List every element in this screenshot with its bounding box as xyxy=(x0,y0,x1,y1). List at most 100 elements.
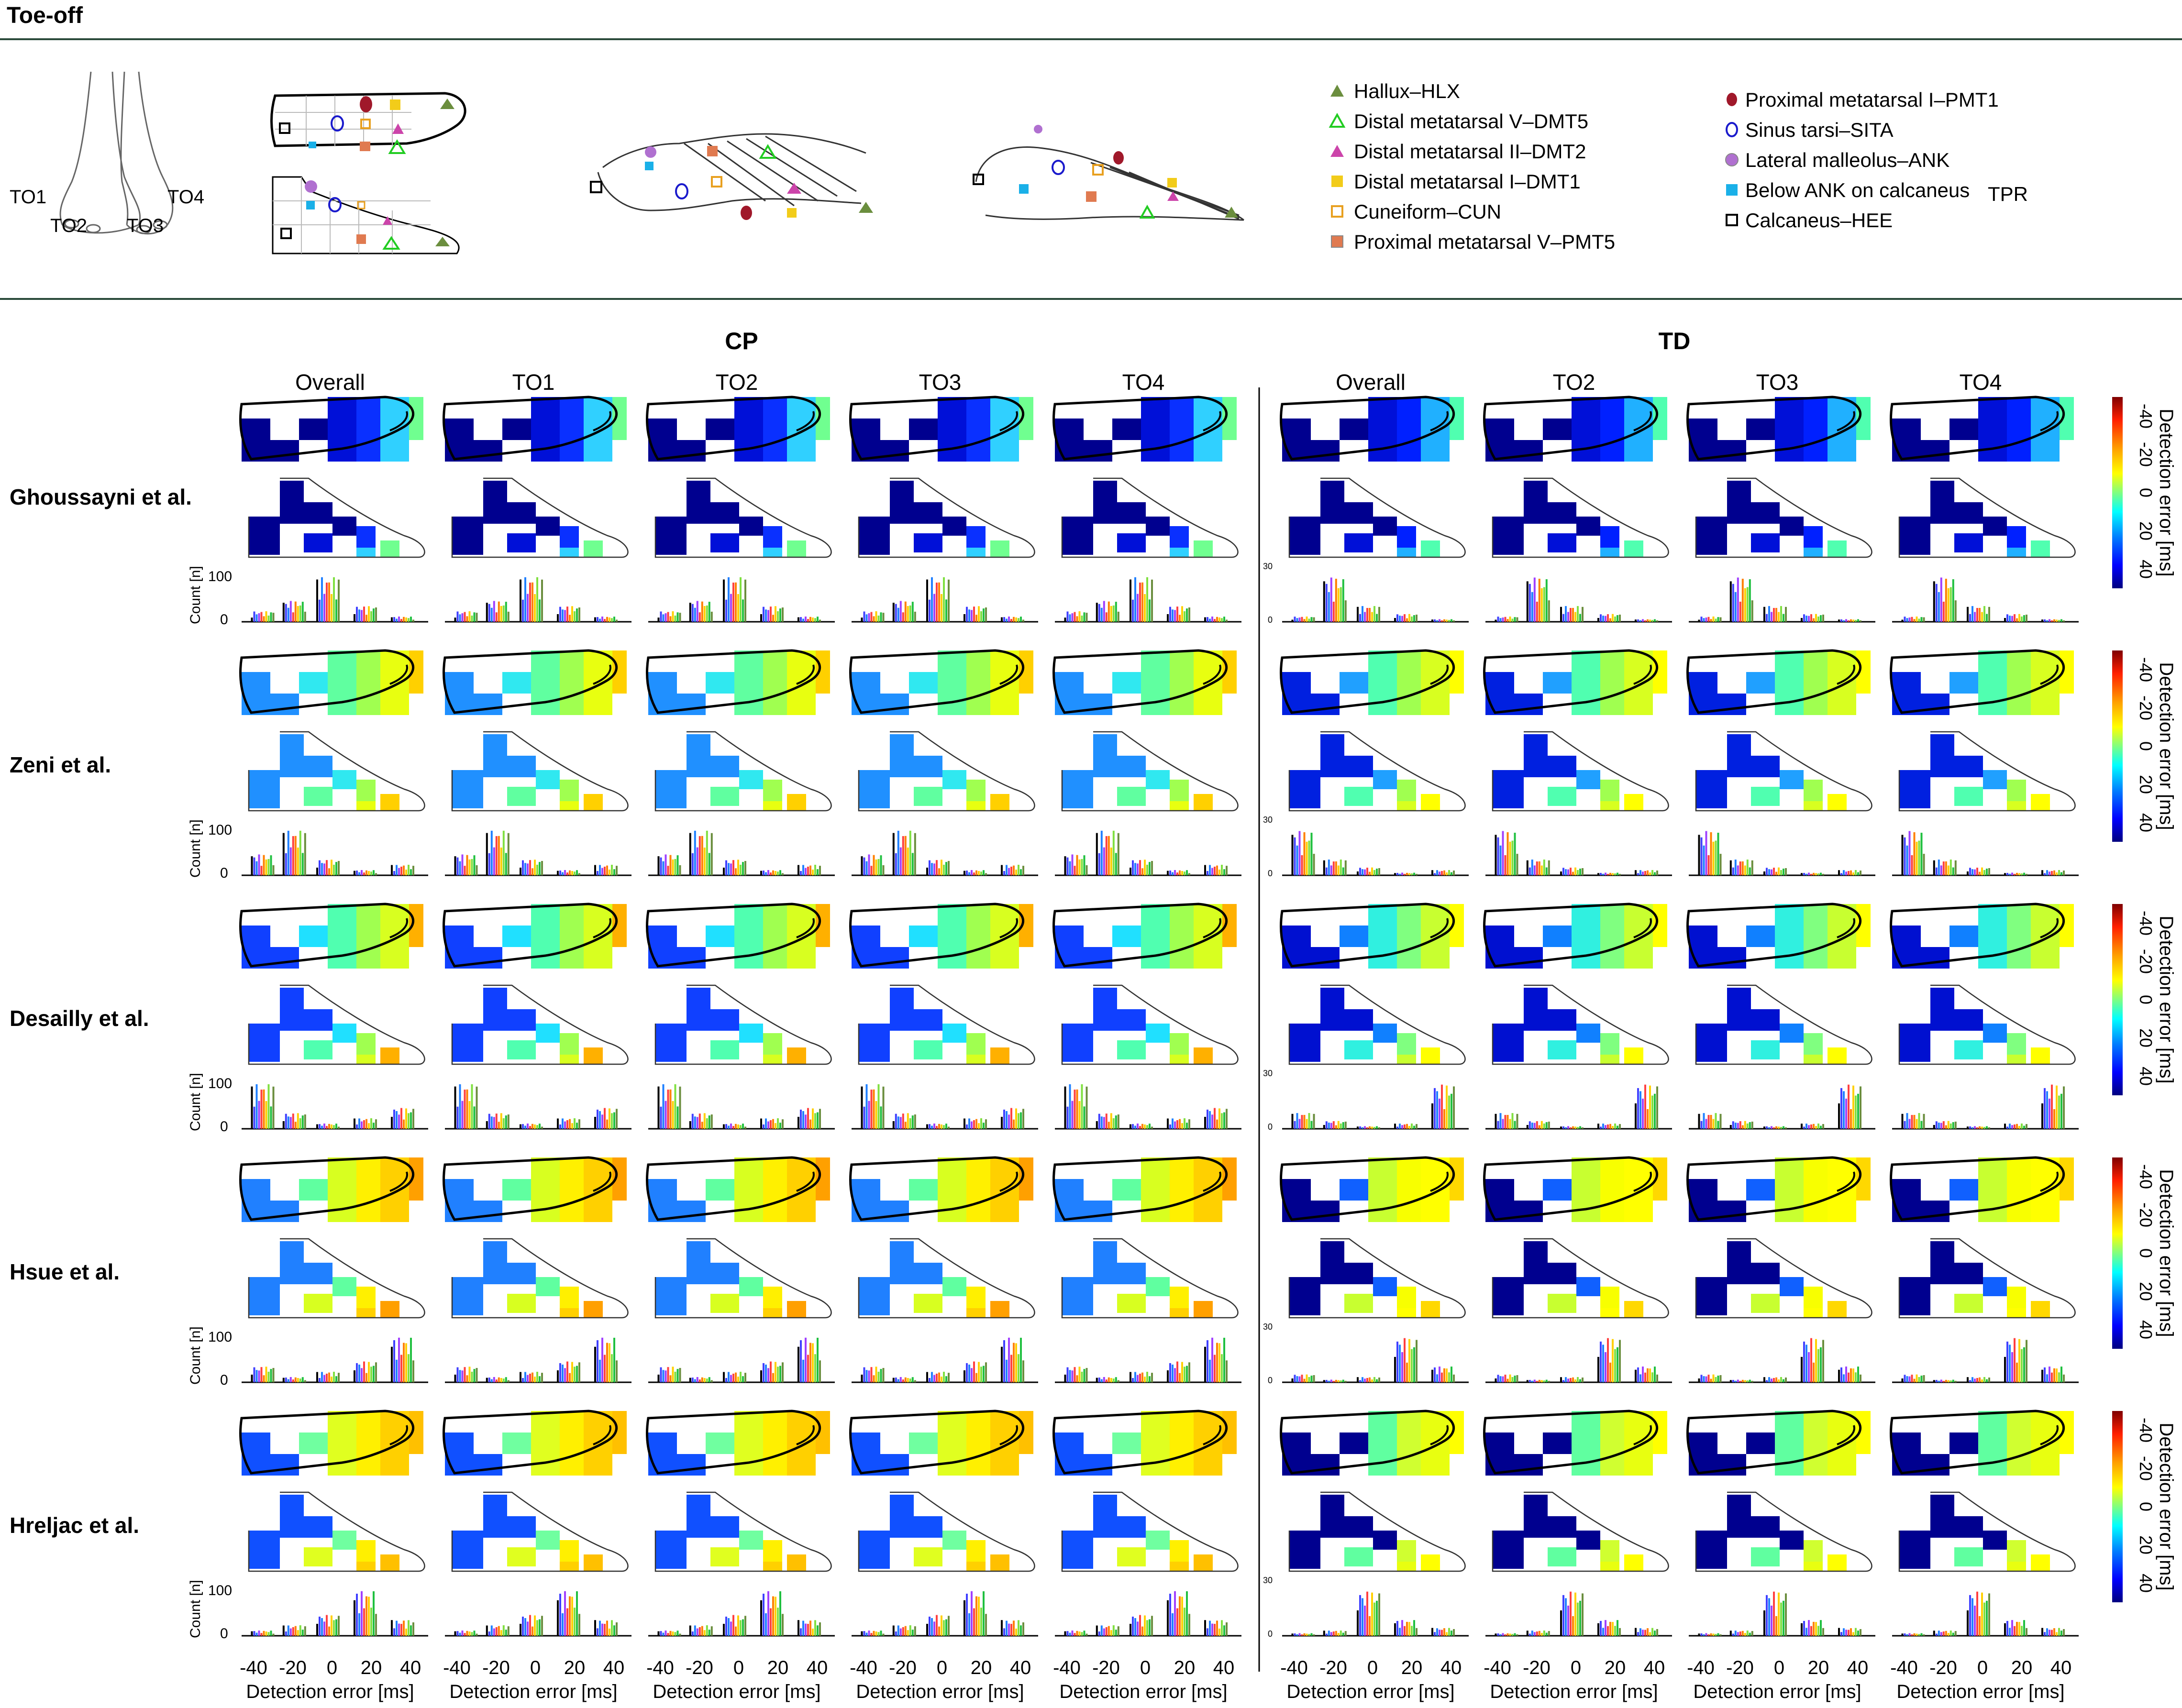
hist-bar xyxy=(2051,1372,2053,1382)
heat-cell xyxy=(1717,694,1746,715)
heat-cell xyxy=(1804,1562,1823,1571)
hist-bar xyxy=(1766,1126,1768,1129)
heat-cell xyxy=(1899,1531,1930,1552)
hist-bar xyxy=(1918,1113,1920,1129)
hist-bar xyxy=(361,610,363,622)
colorbar-label: Detection error [ms] xyxy=(2156,915,2177,1083)
hist-bar xyxy=(1098,604,1100,622)
hist-bar xyxy=(875,1101,877,1129)
hist-bar xyxy=(945,1619,947,1636)
hist-bar xyxy=(1499,1376,1502,1382)
heat-cell xyxy=(1170,650,1194,672)
hist-bar xyxy=(1845,1366,1847,1382)
hist-bar xyxy=(914,1380,916,1382)
heat-cell xyxy=(380,1157,409,1179)
hist-bar xyxy=(1805,1344,1807,1382)
hist-ytick: 30 xyxy=(1263,1322,1273,1332)
heat-cell xyxy=(1093,502,1117,524)
heat-cell xyxy=(859,1024,890,1045)
hist-bar xyxy=(1132,1377,1134,1382)
heat-cell xyxy=(966,1540,986,1562)
heat-cell xyxy=(270,947,299,969)
lateral-heatmap xyxy=(1492,731,1669,812)
hist-bar xyxy=(299,1118,301,1129)
heat-cell xyxy=(1373,1277,1397,1296)
hist-bar xyxy=(1848,1084,1850,1129)
hist-bar xyxy=(368,606,370,622)
heat-cell xyxy=(1055,1179,1084,1201)
hist-bar xyxy=(613,1112,615,1129)
heat-cell xyxy=(1450,1433,1464,1454)
heat-cell xyxy=(1320,502,1344,524)
heat-cell xyxy=(1804,548,1823,557)
heat-cell xyxy=(966,780,986,801)
hist-bar xyxy=(1439,1630,1440,1636)
hist-bar xyxy=(1605,1352,1606,1382)
error-histogram xyxy=(852,1337,1038,1383)
plantar-heatmap xyxy=(443,903,627,969)
hist-bar xyxy=(657,1631,660,1636)
hist-bar xyxy=(1562,868,1564,875)
hist-bar xyxy=(1378,1593,1380,1636)
hist-bar xyxy=(527,594,529,622)
heat-cell xyxy=(990,540,1009,557)
hist-bar xyxy=(1617,1347,1618,1382)
hist-xtick: 0 xyxy=(1571,1657,1581,1678)
heat-cell xyxy=(280,734,304,756)
hist-bar xyxy=(1064,856,1066,875)
hist-bar xyxy=(1396,1126,1398,1129)
hist-bar xyxy=(263,1375,265,1382)
hist-bar xyxy=(779,1591,781,1636)
heat-cell xyxy=(739,770,763,789)
hist-bar xyxy=(1746,860,1749,875)
hist-bar xyxy=(2021,1349,2023,1382)
foot-outline xyxy=(1061,731,1239,812)
heat-cell xyxy=(852,1433,880,1454)
hist-bar xyxy=(1141,582,1143,622)
hist-bar xyxy=(1739,601,1741,622)
hist-bar xyxy=(1096,1625,1098,1636)
hist-bar xyxy=(1712,1374,1715,1382)
heat-cell xyxy=(2007,526,2026,548)
heat-cell xyxy=(890,1009,914,1031)
hist-bar xyxy=(706,1118,708,1129)
heat-cell xyxy=(1524,481,1548,502)
hist-bar xyxy=(1436,1091,1438,1129)
hist-bar xyxy=(1296,845,1298,875)
hist-bar xyxy=(363,606,365,622)
hist-bar xyxy=(1516,1375,1518,1382)
heat-cell xyxy=(502,1433,531,1454)
colorbar-tick: 0 xyxy=(2136,741,2156,751)
hist-bar xyxy=(1637,873,1639,875)
hist-bar xyxy=(1952,1379,1954,1382)
hist-bar xyxy=(1008,1623,1010,1636)
hist-bar xyxy=(1221,618,1223,622)
hist-bar xyxy=(1221,1620,1223,1636)
hist-bar xyxy=(1078,1631,1081,1636)
heat-cell xyxy=(536,517,560,536)
hist-bar xyxy=(1605,872,1606,875)
heat-cell xyxy=(1983,517,2007,536)
hist-bar xyxy=(802,1111,804,1129)
hist-bar xyxy=(2049,1366,2050,1382)
heat-cell xyxy=(1397,419,1421,440)
hist-bar xyxy=(304,1114,306,1129)
hist-bar xyxy=(1514,833,1516,875)
hist-bar xyxy=(1617,1125,1618,1129)
hist-bar xyxy=(737,1124,739,1129)
hist-bar xyxy=(737,594,739,622)
hist-bar xyxy=(1071,854,1074,875)
hist-bar xyxy=(373,608,375,622)
plantar-heatmap xyxy=(1052,1156,1237,1222)
hist-bar xyxy=(1698,619,1700,622)
hist-bar xyxy=(1647,1109,1649,1129)
hist-bar xyxy=(1071,1101,1074,1129)
hist-bar xyxy=(760,1370,762,1382)
hist-bar xyxy=(476,1086,478,1129)
hist-bar xyxy=(557,1600,559,1636)
heat-cell xyxy=(1930,481,1954,502)
hist-bar xyxy=(1705,1119,1707,1129)
heat-cell xyxy=(1141,672,1170,694)
heat-cell xyxy=(1600,1157,1624,1179)
hist-bar xyxy=(1188,1362,1190,1382)
